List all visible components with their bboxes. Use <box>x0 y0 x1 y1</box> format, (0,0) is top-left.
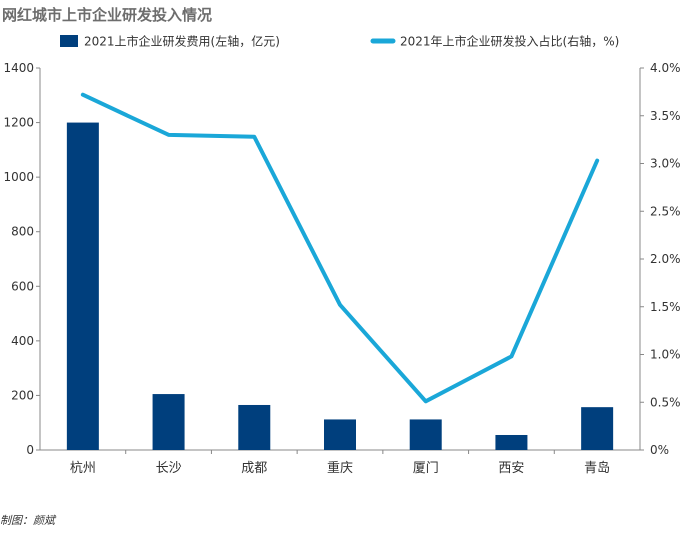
category-label: 长沙 <box>156 461 182 476</box>
category-label: 西安 <box>498 461 524 476</box>
series-line <box>80 92 600 404</box>
right-tick-label: 2.5% <box>650 204 681 218</box>
axes <box>39 68 641 451</box>
legend-line-label: 2021年上市企业研发投入占比(右轴，%) <box>400 34 619 49</box>
category-label: 重庆 <box>327 460 353 476</box>
left-tick-label: 400 <box>11 334 34 348</box>
left-tick-label: 800 <box>11 225 34 239</box>
legend-bar-swatch <box>60 35 78 47</box>
right-tick-label: 0% <box>650 443 669 457</box>
left-tick-label: 600 <box>11 279 34 293</box>
chart-title: 网红城市上市企业研发投入情况 <box>2 6 212 24</box>
left-tick-label: 0 <box>26 443 34 457</box>
category-label: 杭州 <box>70 461 96 476</box>
bar <box>495 434 528 450</box>
right-tick-label: 1.5% <box>650 300 681 314</box>
bar <box>581 407 614 450</box>
right-tick-label: 3.0% <box>650 157 681 171</box>
right-tick-label: 1.0% <box>650 348 681 362</box>
bar <box>238 404 271 450</box>
bar <box>66 122 99 451</box>
left-tick-label: 1400 <box>3 61 34 75</box>
legend-bar-label: 2021上市企业研发费用(左轴，亿元) <box>84 34 280 49</box>
legend: 2021上市企业研发费用(左轴，亿元) 2021年上市企业研发投入占比(右轴，%… <box>60 34 619 49</box>
bar <box>409 419 442 450</box>
right-tick-label: 4.0% <box>650 61 681 75</box>
left-axis-ticks: 0 200 400 600 800 1000 1200 1400 <box>3 61 40 457</box>
left-tick-label: 1000 <box>3 170 34 184</box>
left-tick-label: 200 <box>11 388 34 402</box>
bar <box>152 394 185 450</box>
bar-series <box>66 122 614 451</box>
right-tick-label: 3.5% <box>650 109 681 123</box>
category-labels: 杭州 长沙 成都 重庆 厦门 西安 青岛 <box>70 450 610 476</box>
line-series <box>80 92 600 404</box>
category-label: 青岛 <box>584 460 610 476</box>
left-tick-label: 1200 <box>3 116 34 130</box>
right-tick-label: 0.5% <box>650 395 681 409</box>
bar <box>324 419 356 450</box>
category-label: 成都 <box>241 461 267 476</box>
category-label: 厦门 <box>413 461 439 476</box>
right-axis-ticks: 0% 0.5% 1.0% 1.5% 2.0% 2.5% 3.0% 3.5% 4.0% <box>640 61 681 457</box>
credit-text: 制图：颜斌 <box>0 514 57 527</box>
right-tick-label: 2.0% <box>650 252 681 266</box>
